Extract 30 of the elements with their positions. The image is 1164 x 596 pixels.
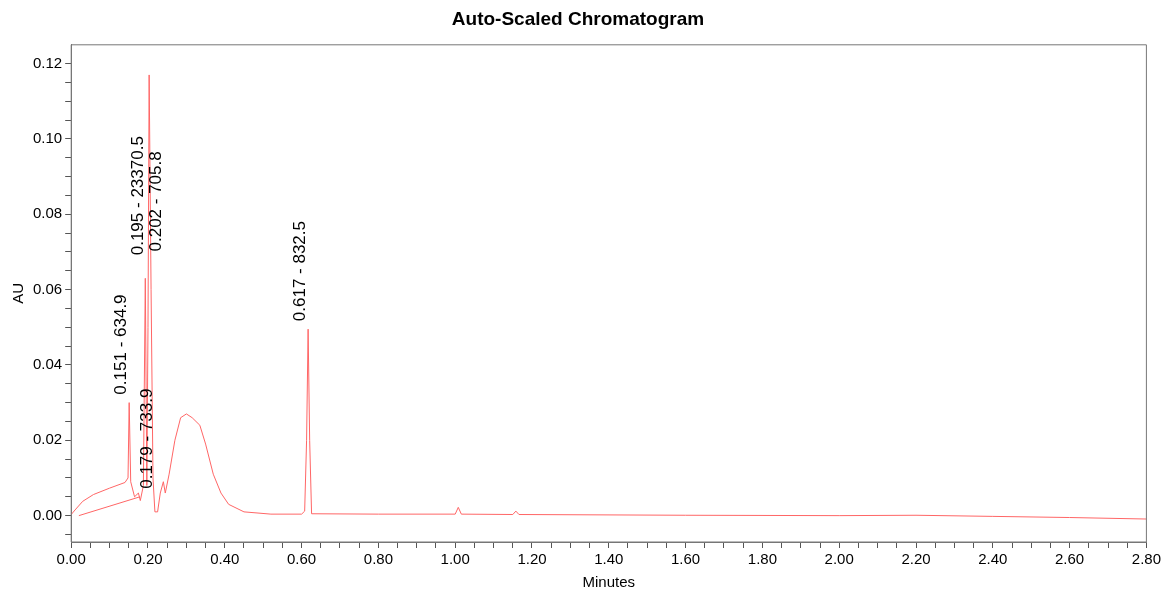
- x-tick-label: 2.40: [978, 550, 1008, 568]
- x-tick-label: 2.00: [824, 550, 854, 568]
- annotation: 0.617 - 832.5: [290, 220, 310, 322]
- y-tick-label: 0.06: [32, 279, 63, 297]
- y-tick-label: 0.00: [32, 505, 63, 523]
- x-tick-label: 0.00: [56, 550, 86, 568]
- annotation: 0.202 - 705.8: [145, 151, 165, 252]
- chart-title: Auto-Scaled Chromatogram: [451, 7, 705, 29]
- y-tick-label: 0.08: [32, 204, 63, 222]
- annotation: 0.195 - 23370.5: [128, 136, 148, 256]
- x-tick-label: 2.20: [901, 550, 931, 568]
- x-tick-label: 1.00: [440, 550, 470, 568]
- x-tick-label: 0.80: [363, 550, 393, 568]
- annotation: 0.151 - 634.9: [111, 294, 131, 395]
- y-tick-label: 0.10: [32, 129, 63, 147]
- x-tick-label: 2.60: [1055, 550, 1085, 568]
- x-tick-label: 1.20: [517, 550, 547, 568]
- y-tick-label: 0.02: [32, 430, 63, 448]
- x-axis-title: Minutes: [582, 573, 636, 591]
- x-tick-label: 1.80: [747, 550, 777, 568]
- x-tick-label: 1.60: [671, 550, 701, 568]
- x-tick-label: 0.40: [210, 550, 240, 568]
- x-tick-label: 0.60: [286, 550, 317, 568]
- x-tick-label: 0.20: [133, 550, 163, 568]
- annotation: 0.179 - 733.9: [137, 388, 157, 489]
- y-axis-title: AU: [9, 282, 27, 304]
- x-tick-label: 2.80: [1131, 550, 1161, 568]
- x-tick-label: 1.40: [594, 550, 624, 568]
- y-tick-label: 0.12: [32, 53, 63, 71]
- y-tick-label: 0.04: [32, 355, 63, 373]
